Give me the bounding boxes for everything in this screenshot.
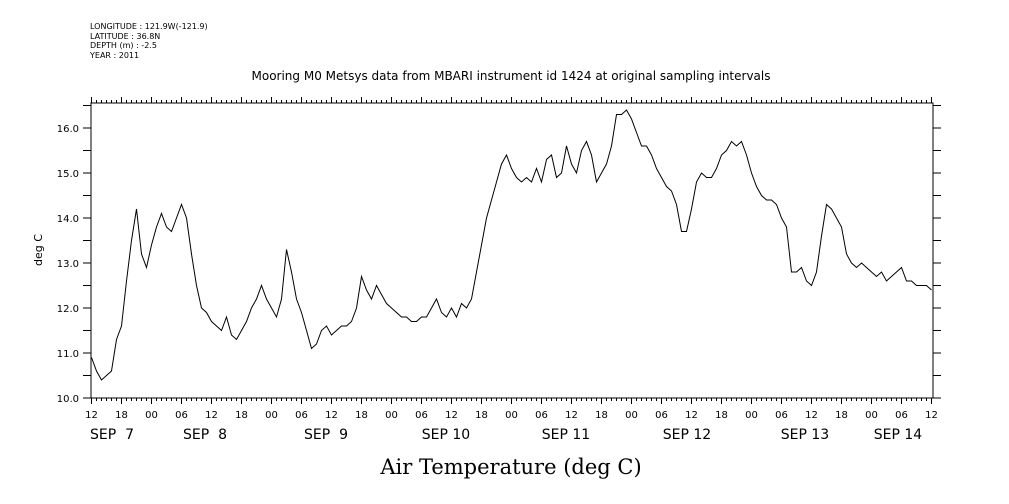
x-tick-label: 06 bbox=[535, 410, 548, 421]
day-label: SEP 14 bbox=[874, 427, 923, 443]
x-tick-label: 00 bbox=[265, 410, 278, 421]
day-label: SEP 7 bbox=[90, 427, 134, 443]
plot-frame bbox=[90, 102, 934, 399]
y-tick-label: 14.0 bbox=[57, 214, 79, 225]
x-tick-label: 06 bbox=[175, 410, 188, 421]
x-tick-label: 00 bbox=[385, 410, 398, 421]
y-tick-label: 16.0 bbox=[57, 124, 79, 135]
x-tick-label: 12 bbox=[325, 410, 338, 421]
x-tick-label: 00 bbox=[505, 410, 518, 421]
day-label: SEP 13 bbox=[781, 427, 829, 443]
x-tick-label: 00 bbox=[865, 410, 878, 421]
day-label: SEP 11 bbox=[542, 427, 590, 443]
x-tick-label: 12 bbox=[565, 410, 578, 421]
day-label: SEP 9 bbox=[304, 427, 348, 443]
x-tick-label: 00 bbox=[145, 410, 158, 421]
y-tick-label: 15.0 bbox=[57, 169, 79, 180]
y-tick-label: 11.0 bbox=[57, 349, 79, 360]
day-label: SEP 12 bbox=[663, 427, 711, 443]
x-axis-title: Air Temperature (deg C) bbox=[379, 455, 641, 479]
latitude-text: LATITUDE : 36.8N bbox=[90, 31, 161, 41]
air-temperature-line bbox=[91, 109, 932, 381]
depth-text: DEPTH (m) : -2.5 bbox=[90, 41, 157, 50]
x-tick-label: 18 bbox=[475, 410, 488, 421]
x-tick-label: 00 bbox=[745, 410, 758, 421]
x-tick-label: 18 bbox=[355, 410, 368, 421]
x-tick-label: 12 bbox=[445, 410, 458, 421]
x-tick-label: 06 bbox=[895, 410, 908, 421]
x-tick-label: 12 bbox=[805, 410, 818, 421]
x-tick-label: 18 bbox=[595, 410, 608, 421]
y-tick-label: 10.0 bbox=[57, 394, 79, 405]
x-tick-label: 12 bbox=[205, 410, 218, 421]
y-axis-label: deg C bbox=[32, 234, 45, 266]
chart-title: Mooring M0 Metsys data from MBARI instru… bbox=[252, 69, 771, 83]
x-tick-label: 12 bbox=[925, 410, 938, 421]
y-tick-label: 12.0 bbox=[57, 304, 79, 315]
y-tick-label: 13.0 bbox=[57, 259, 79, 270]
x-tick-labels: 12 18 00 06 12 18 00 06 12 18 00 06 12 18 00 06 12 18 00 06… bbox=[85, 410, 938, 421]
x-tick-label: 18 bbox=[115, 410, 128, 421]
x-tick-label: 18 bbox=[835, 410, 848, 421]
year-text: YEAR : 2011 bbox=[90, 50, 140, 60]
day-label: SEP 8 bbox=[183, 427, 227, 443]
x-tick-label: 06 bbox=[655, 410, 668, 421]
day-label: SEP 10 bbox=[422, 427, 470, 443]
x-tick-label: 12 bbox=[685, 410, 698, 421]
x-tick-label: 06 bbox=[775, 410, 788, 421]
x-tick-label: 18 bbox=[235, 410, 248, 421]
x-tick-label: 06 bbox=[415, 410, 428, 421]
x-tick-label: 00 bbox=[625, 410, 638, 421]
x-tick-label: 06 bbox=[295, 410, 308, 421]
axis-ticks bbox=[83, 97, 941, 404]
day-labels: SEP 7 SEP 8 SEP 9 SEP 10 SEP 11 SEP 12 SEP 13 S… bbox=[90, 427, 922, 443]
x-tick-label: 18 bbox=[715, 410, 728, 421]
metadata-block: LONGITUDE : 121.9W(-121.9) LATITUDE : 36… bbox=[90, 22, 208, 60]
longitude-text: LONGITUDE : 121.9W(-121.9) bbox=[90, 22, 208, 31]
y-tick-labels: 10.0 11.0 12.0 13.0 14.0 15.0 16.0 bbox=[57, 124, 79, 405]
x-tick-label: 12 bbox=[85, 410, 98, 421]
